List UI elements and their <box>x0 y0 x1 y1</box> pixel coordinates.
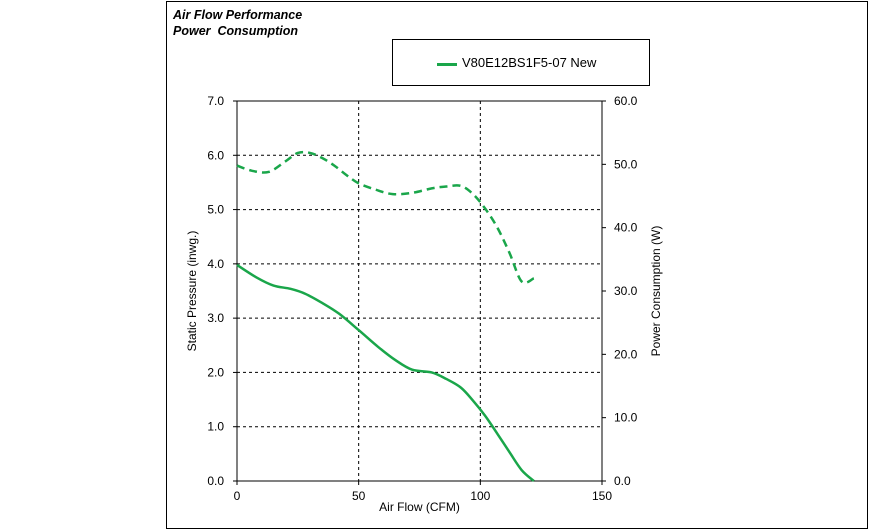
y-tick-label: 5.0 <box>207 203 224 217</box>
y-tick-label: 6.0 <box>207 148 224 162</box>
y2-axis-title: Power Consumption (W) <box>649 226 663 357</box>
y2-tick-label: 10.0 <box>614 411 638 425</box>
y-tick-label: 3.0 <box>207 311 224 325</box>
legend: V80E12BS1F5-07 New <box>392 39 650 86</box>
y2-tick-label: 20.0 <box>614 347 638 361</box>
chart-frame <box>166 1 868 529</box>
y-tick-label: 0.0 <box>207 474 224 488</box>
chart-title-line-2: Power Consumption <box>173 24 298 38</box>
y2-tick-label: 60.0 <box>614 94 638 108</box>
x-tick-label: 50 <box>352 489 366 503</box>
y2-tick-label: 0.0 <box>614 474 631 488</box>
x-tick-label: 100 <box>470 489 490 503</box>
x-tick-label: 150 <box>592 489 612 503</box>
x-tick-label: 0 <box>234 489 241 503</box>
y2-tick-label: 30.0 <box>614 284 638 298</box>
y-tick-label: 2.0 <box>207 365 224 379</box>
chart-title: Air Flow Performance Power Consumption <box>173 7 302 39</box>
legend-swatch <box>437 63 457 66</box>
x-axis-title: Air Flow (CFM) <box>379 500 460 514</box>
y-axis-title: Static Pressure (inwg.) <box>185 231 199 352</box>
y-tick-label: 1.0 <box>207 420 224 434</box>
y-tick-label: 7.0 <box>207 94 224 108</box>
chart-title-line-1: Air Flow Performance <box>173 8 303 22</box>
static-pressure-line <box>236 263 535 482</box>
y2-tick-label: 40.0 <box>614 221 638 235</box>
legend-label: V80E12BS1F5-07 New <box>462 55 597 70</box>
y-tick-label: 4.0 <box>207 257 224 271</box>
power-consumption-line <box>236 150 535 285</box>
y2-tick-label: 50.0 <box>614 157 638 171</box>
